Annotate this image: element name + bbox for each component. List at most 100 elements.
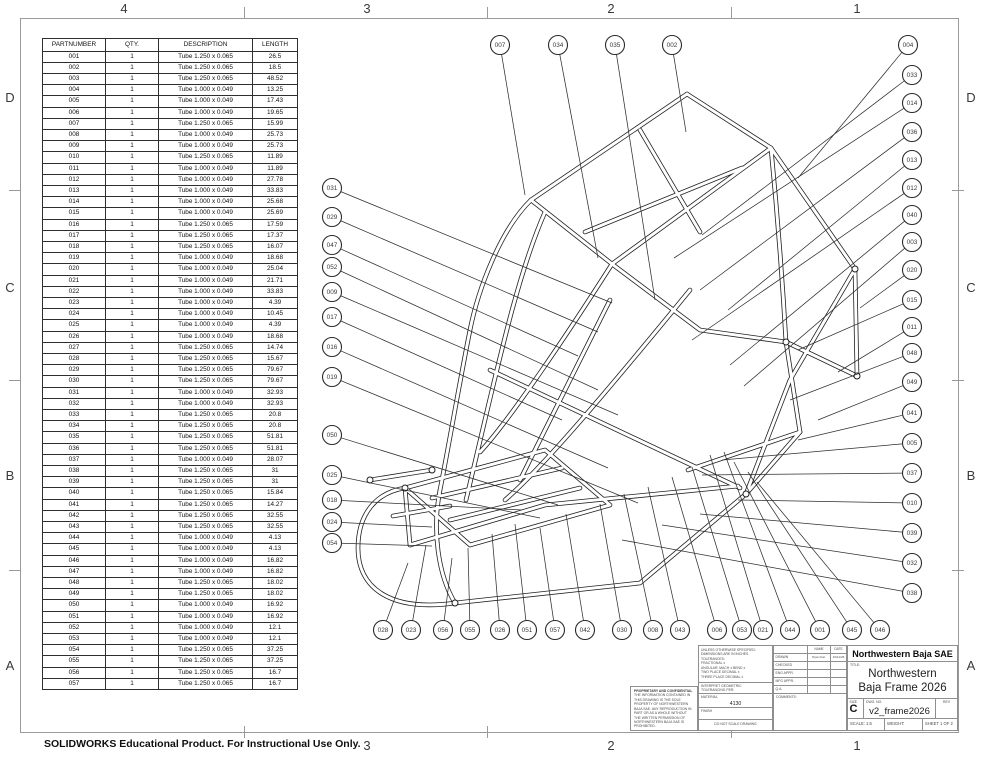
balloon-leader-line (340, 270, 599, 391)
balloon-leader-line (616, 54, 656, 301)
balloon-020 (901, 259, 923, 281)
balloon-leader-line (733, 461, 817, 622)
balloon-050 (321, 424, 343, 446)
zone-label-bottom-2: 2 (607, 738, 615, 753)
size-label: SIZE (849, 700, 858, 704)
title-area: TITLE: Northwestern Baja Frame 2026 (848, 662, 957, 699)
balloon-leader-line (467, 547, 471, 621)
table-row: 008 1 Tube 1.000 x 0.049 25.73 (42, 128, 298, 142)
balloon-label-029: 029 (327, 214, 338, 221)
table-row: 034 1 Tube 1.250 x 0.065 20.8 (42, 420, 298, 433)
sheet-border (20, 18, 959, 733)
table-row: 035 1 Tube 1.250 x 0.065 51.81 (42, 431, 298, 444)
table-row: 001 1 Tube 1.250 x 0.065 26.5 (42, 50, 298, 63)
balloon-035 (604, 34, 626, 56)
dwg-no-cell: DWG. NO. v2_frame2026 (864, 699, 935, 718)
balloon-leader-line (723, 451, 788, 622)
tolerance-note-line: TWO PLACE DECIMAL ± (701, 670, 740, 675)
balloon-leader-line (623, 493, 652, 621)
parts-table: PARTNUMBER QTY. DESCRIPTION LENGTH 001 1 T… (42, 38, 298, 691)
table-row: 030 1 Tube 1.250 x 0.065 79.67 (42, 375, 298, 388)
balloon-leader-line (727, 165, 905, 311)
table-row: 029 1 Tube 1.250 x 0.065 79.67 (42, 364, 298, 377)
balloon-004 (897, 34, 919, 56)
tube-fill (784, 340, 859, 378)
title-label: TITLE: (850, 663, 861, 667)
zone-label-left-b: B (5, 468, 15, 483)
balloon-label-036: 036 (907, 129, 918, 136)
balloon-label-011: 011 (907, 324, 918, 331)
tolerance-note-line: ANGULAR: MACH ± BEND ± (701, 665, 746, 670)
table-row: 048 1 Tube 1.250 x 0.065 18.02 (42, 577, 298, 590)
balloon-028 (372, 619, 394, 641)
balloon-047 (321, 234, 343, 256)
material-value: 4130 (729, 700, 742, 707)
balloon-018 (321, 489, 343, 511)
table-row: 041 1 Tube 1.250 x 0.065 14.27 (42, 498, 298, 511)
zone-tick (952, 570, 964, 571)
balloon-leader-line (673, 54, 687, 133)
balloon-label-042: 042 (580, 627, 591, 634)
table-row: 021 1 Tube 1.000 x 0.049 21.71 (42, 274, 298, 287)
balloon-label-052: 052 (327, 264, 338, 271)
balloon-026 (489, 619, 511, 641)
tube-fill (448, 486, 582, 522)
balloon-042 (574, 619, 596, 641)
tube-fill (686, 430, 802, 472)
balloon-033 (901, 64, 923, 86)
size-cell: SIZE C (848, 699, 864, 718)
balloon-label-044: 044 (785, 627, 796, 634)
balloon-049 (901, 371, 923, 393)
tolerance-notes: UNLESS OTHERWISE SPECIFIED: DIMENSIONS AR… (699, 646, 772, 683)
tolerance-note-line: TOLERANCES: (701, 656, 725, 661)
balloon-label-007: 007 (495, 42, 506, 49)
table-row: 024 1 Tube 1.000 x 0.049 10.45 (42, 308, 298, 321)
tube-fill (583, 166, 744, 234)
do-not-scale-note: DO NOT SCALE DRAWING (714, 722, 757, 726)
table-row: 039 1 Tube 1.250 x 0.065 31 (42, 476, 298, 489)
balloon-label-026: 026 (495, 627, 506, 634)
zone-tick (244, 726, 245, 738)
balloon-label-047: 047 (327, 242, 338, 249)
tube-joint (451, 599, 459, 607)
balloon-019 (321, 366, 343, 388)
tube-joint (782, 338, 790, 346)
balloon-leader-line (340, 350, 609, 469)
balloon-leader-line (691, 466, 740, 622)
balloon-leader-line (385, 562, 409, 622)
balloon-leader-line (797, 303, 904, 351)
proprietary-title: PROPRIETARY AND CONFIDENTIAL (634, 689, 693, 693)
table-row: 007 1 Tube 1.250 x 0.065 15.99 (42, 117, 298, 130)
balloon-label-023: 023 (406, 627, 417, 634)
balloon-013 (901, 149, 923, 171)
table-row: 003 1 Tube 1.250 x 0.065 48.52 (42, 72, 298, 86)
rev-cell: REV (935, 699, 957, 718)
balloon-label-055: 055 (465, 627, 476, 634)
balloon-label-013: 013 (907, 157, 918, 164)
table-row: 049 1 Tube 1.250 x 0.065 18.02 (42, 588, 298, 601)
tube-fill (464, 210, 547, 502)
sheet-number-cell: SHEET 1 OF 2 (922, 719, 957, 730)
balloon-044 (779, 619, 801, 641)
balloon-leader-line (797, 414, 903, 441)
balloon-003 (901, 231, 923, 253)
balloon-024 (321, 511, 343, 533)
balloon-leader-line (647, 486, 679, 621)
balloon-045 (841, 619, 863, 641)
approval-row: CHECKED (774, 662, 846, 670)
tube-fill (438, 198, 533, 492)
zone-label-right-c: C (966, 280, 976, 295)
table-row: 019 1 Tube 1.000 x 0.049 18.68 (42, 252, 298, 265)
balloon-040 (901, 204, 923, 226)
table-row: 018 1 Tube 1.250 x 0.065 16.07 (42, 240, 298, 254)
tube-fill (769, 146, 857, 271)
table-row: 012 1 Tube 1.000 x 0.049 27.78 (42, 173, 298, 186)
interpret-geometric: INTERPRET GEOMETRIC TOLERANCING PER: (699, 683, 772, 694)
tube-fill (503, 288, 692, 502)
balloon-leader-line (756, 481, 875, 623)
balloon-label-046: 046 (875, 627, 886, 634)
balloon-leader-line (340, 380, 639, 504)
interpret-line: INTERPRET GEOMETRIC (701, 684, 742, 688)
balloon-label-003: 003 (907, 239, 918, 246)
